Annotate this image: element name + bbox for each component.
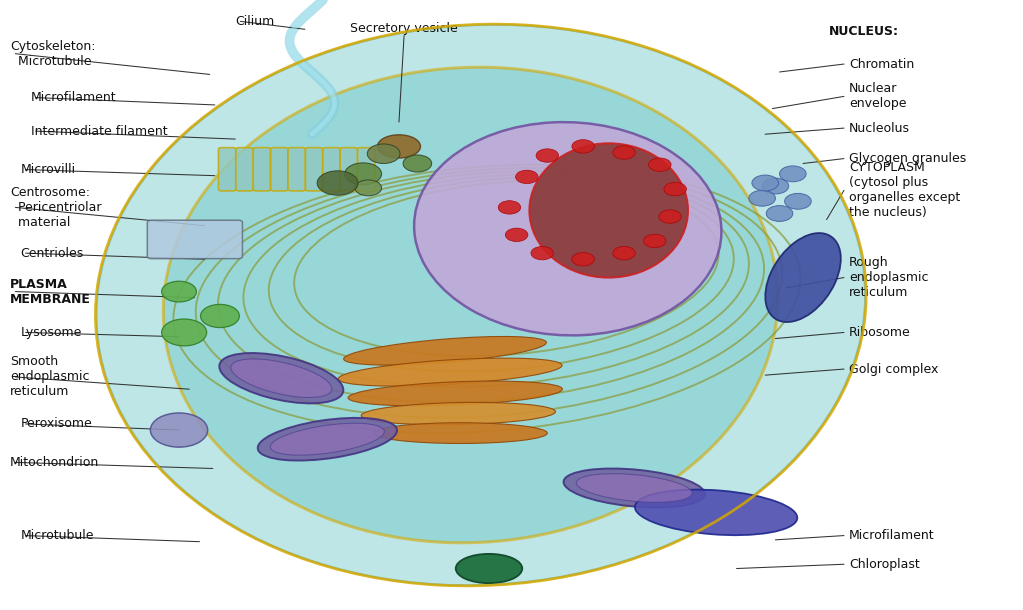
Text: Glycogen granules: Glycogen granules [849, 152, 967, 165]
Ellipse shape [765, 233, 841, 322]
Text: Microfilament: Microfilament [849, 529, 935, 542]
Ellipse shape [164, 67, 777, 543]
Text: Intermediate filament: Intermediate filament [31, 124, 168, 138]
Text: Mitochondrion: Mitochondrion [10, 456, 99, 469]
Circle shape [780, 166, 806, 182]
FancyBboxPatch shape [288, 148, 306, 191]
Text: Microvilli: Microvilli [20, 163, 76, 176]
Text: PLASMA
MEMBRANE: PLASMA MEMBRANE [10, 278, 91, 306]
Circle shape [317, 171, 358, 195]
Text: Ribosome: Ribosome [849, 326, 910, 339]
Circle shape [613, 246, 635, 260]
Circle shape [649, 158, 671, 171]
Ellipse shape [361, 403, 555, 425]
Circle shape [659, 210, 681, 223]
Circle shape [403, 155, 432, 172]
Ellipse shape [348, 381, 563, 406]
Ellipse shape [270, 423, 385, 455]
FancyBboxPatch shape [219, 148, 235, 191]
Ellipse shape [373, 423, 547, 443]
Circle shape [749, 190, 775, 206]
Text: Chloroplast: Chloroplast [849, 558, 920, 571]
Text: Centrosome:
  Pericentriolar
  material: Centrosome: Pericentriolar material [10, 186, 101, 229]
Text: Microfilament: Microfilament [31, 91, 117, 104]
Text: CYTOPLASM
(cytosol plus
organelles except
the nucleus): CYTOPLASM (cytosol plus organelles excep… [849, 161, 961, 220]
Ellipse shape [635, 490, 797, 535]
FancyBboxPatch shape [235, 148, 254, 191]
Circle shape [201, 304, 239, 328]
Text: Cilium: Cilium [235, 15, 274, 28]
Text: Chromatin: Chromatin [849, 57, 915, 71]
Circle shape [345, 163, 382, 185]
Circle shape [536, 149, 559, 162]
Ellipse shape [530, 143, 687, 278]
Text: Cytoskeleton:
  Microtubule: Cytoskeleton: Microtubule [10, 40, 96, 68]
Circle shape [498, 201, 521, 214]
Circle shape [150, 413, 208, 447]
Text: Peroxisome: Peroxisome [20, 417, 92, 431]
FancyBboxPatch shape [270, 148, 288, 191]
Circle shape [762, 178, 789, 194]
Circle shape [572, 253, 594, 266]
Text: Lysosome: Lysosome [20, 326, 82, 339]
Circle shape [785, 193, 811, 209]
Text: Microtubule: Microtubule [20, 529, 94, 542]
Circle shape [766, 206, 793, 221]
Ellipse shape [339, 358, 562, 386]
Text: Nucleolus: Nucleolus [849, 121, 910, 135]
FancyBboxPatch shape [358, 148, 374, 191]
Circle shape [664, 182, 686, 196]
Circle shape [643, 234, 666, 248]
Circle shape [516, 170, 538, 184]
Ellipse shape [219, 353, 344, 403]
FancyBboxPatch shape [323, 148, 340, 191]
Ellipse shape [576, 474, 693, 502]
Text: Centrioles: Centrioles [20, 246, 84, 260]
Circle shape [613, 146, 635, 159]
Text: Nuclear
envelope: Nuclear envelope [849, 82, 906, 110]
Circle shape [572, 140, 594, 153]
Ellipse shape [344, 337, 546, 365]
Ellipse shape [96, 25, 865, 585]
Ellipse shape [231, 359, 331, 398]
Text: Smooth
endoplasmic
reticulum: Smooth endoplasmic reticulum [10, 356, 90, 398]
Ellipse shape [414, 122, 721, 336]
Ellipse shape [377, 135, 420, 158]
Circle shape [367, 144, 400, 163]
Circle shape [531, 246, 553, 260]
Text: Rough
endoplasmic
reticulum: Rough endoplasmic reticulum [849, 256, 929, 299]
FancyBboxPatch shape [147, 220, 242, 259]
Ellipse shape [564, 468, 705, 508]
FancyBboxPatch shape [254, 148, 270, 191]
Text: Golgi complex: Golgi complex [849, 362, 938, 376]
Circle shape [752, 175, 779, 191]
Circle shape [505, 228, 528, 242]
Text: NUCLEUS:: NUCLEUS: [829, 25, 898, 38]
Circle shape [162, 319, 207, 346]
Circle shape [162, 281, 196, 302]
Ellipse shape [258, 418, 397, 461]
FancyBboxPatch shape [340, 148, 358, 191]
Text: Secretory vesicle: Secretory vesicle [350, 23, 458, 35]
FancyBboxPatch shape [305, 148, 323, 191]
Ellipse shape [455, 554, 522, 583]
Circle shape [355, 180, 382, 196]
